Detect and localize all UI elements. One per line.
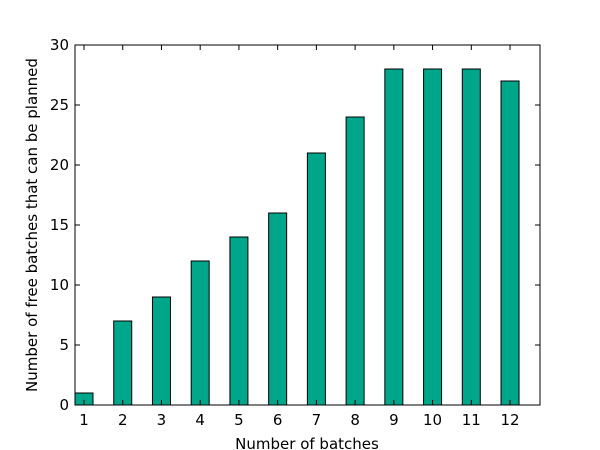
bar [500, 80, 520, 406]
y-tick-label: 25 [50, 96, 69, 114]
bar [384, 68, 404, 406]
x-tick-label: 7 [312, 411, 322, 429]
y-tick-label: 5 [59, 336, 69, 354]
x-tick-label: 9 [389, 411, 399, 429]
x-tick-label: 4 [195, 411, 205, 429]
y-axis-label: Number of free batches that can be plann… [23, 58, 41, 392]
x-tick-label: 11 [462, 411, 481, 429]
bar [268, 212, 288, 406]
x-tick-label: 12 [500, 411, 519, 429]
y-tick-label: 15 [50, 216, 69, 234]
y-tick-label: 0 [59, 396, 69, 414]
x-axis-label: Number of batches [235, 435, 379, 450]
x-tick-label: 2 [118, 411, 128, 429]
bar [423, 68, 443, 406]
bar [306, 152, 326, 406]
y-tick-label: 20 [50, 156, 69, 174]
y-tick-label: 10 [50, 276, 69, 294]
x-tick-label: 1 [79, 411, 89, 429]
bar [461, 68, 481, 406]
y-tick-label: 30 [50, 36, 69, 54]
x-tick-label: 10 [423, 411, 442, 429]
bar [345, 116, 365, 406]
x-tick-label: 5 [234, 411, 244, 429]
bar [113, 320, 133, 406]
x-tick-label: 6 [273, 411, 283, 429]
x-tick-label: 8 [350, 411, 360, 429]
plot-frame [74, 44, 541, 406]
x-tick-label: 3 [157, 411, 167, 429]
bar [190, 260, 210, 406]
bar [151, 296, 171, 406]
bar [229, 236, 249, 406]
